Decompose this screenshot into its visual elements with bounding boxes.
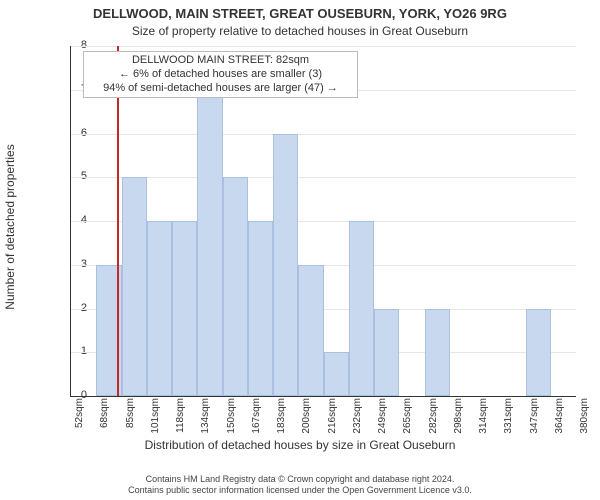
- histogram-bar: [248, 221, 273, 396]
- plot-area: DELLWOOD MAIN STREET: 82sqm ← 6% of deta…: [70, 46, 576, 397]
- callout-box: DELLWOOD MAIN STREET: 82sqm ← 6% of deta…: [83, 51, 358, 98]
- histogram-bar: [298, 265, 323, 396]
- histogram-bar: [526, 309, 551, 397]
- y-axis-label: Number of detached properties: [3, 144, 17, 309]
- chart-subtitle: Size of property relative to detached ho…: [0, 24, 600, 38]
- footer-line1: Contains HM Land Registry data © Crown c…: [0, 474, 600, 485]
- callout-line1: DELLWOOD MAIN STREET: 82sqm: [88, 54, 353, 68]
- histogram-bar: [324, 352, 349, 396]
- callout-line2: ← 6% of detached houses are smaller (3): [88, 68, 353, 82]
- histogram-bar: [273, 134, 298, 397]
- histogram-bar: [172, 221, 197, 396]
- histogram-bar: [122, 177, 147, 396]
- gridline: [71, 177, 576, 178]
- gridline: [71, 46, 576, 47]
- chart-title: DELLWOOD, MAIN STREET, GREAT OUSEBURN, Y…: [0, 6, 600, 21]
- histogram-bar: [197, 90, 222, 396]
- footer-line2: Contains public sector information licen…: [0, 485, 600, 496]
- histogram-bar: [374, 309, 399, 397]
- footer: Contains HM Land Registry data © Crown c…: [0, 474, 600, 496]
- reference-marker: [117, 46, 119, 396]
- callout-line3: 94% of semi-detached houses are larger (…: [88, 82, 353, 96]
- x-axis-caption: Distribution of detached houses by size …: [0, 438, 600, 452]
- histogram-bar: [349, 221, 374, 396]
- histogram-bar: [425, 309, 450, 397]
- chart-container: DELLWOOD, MAIN STREET, GREAT OUSEBURN, Y…: [0, 0, 600, 500]
- gridline: [71, 134, 576, 135]
- histogram-bar: [147, 221, 172, 396]
- histogram-bar: [223, 177, 248, 396]
